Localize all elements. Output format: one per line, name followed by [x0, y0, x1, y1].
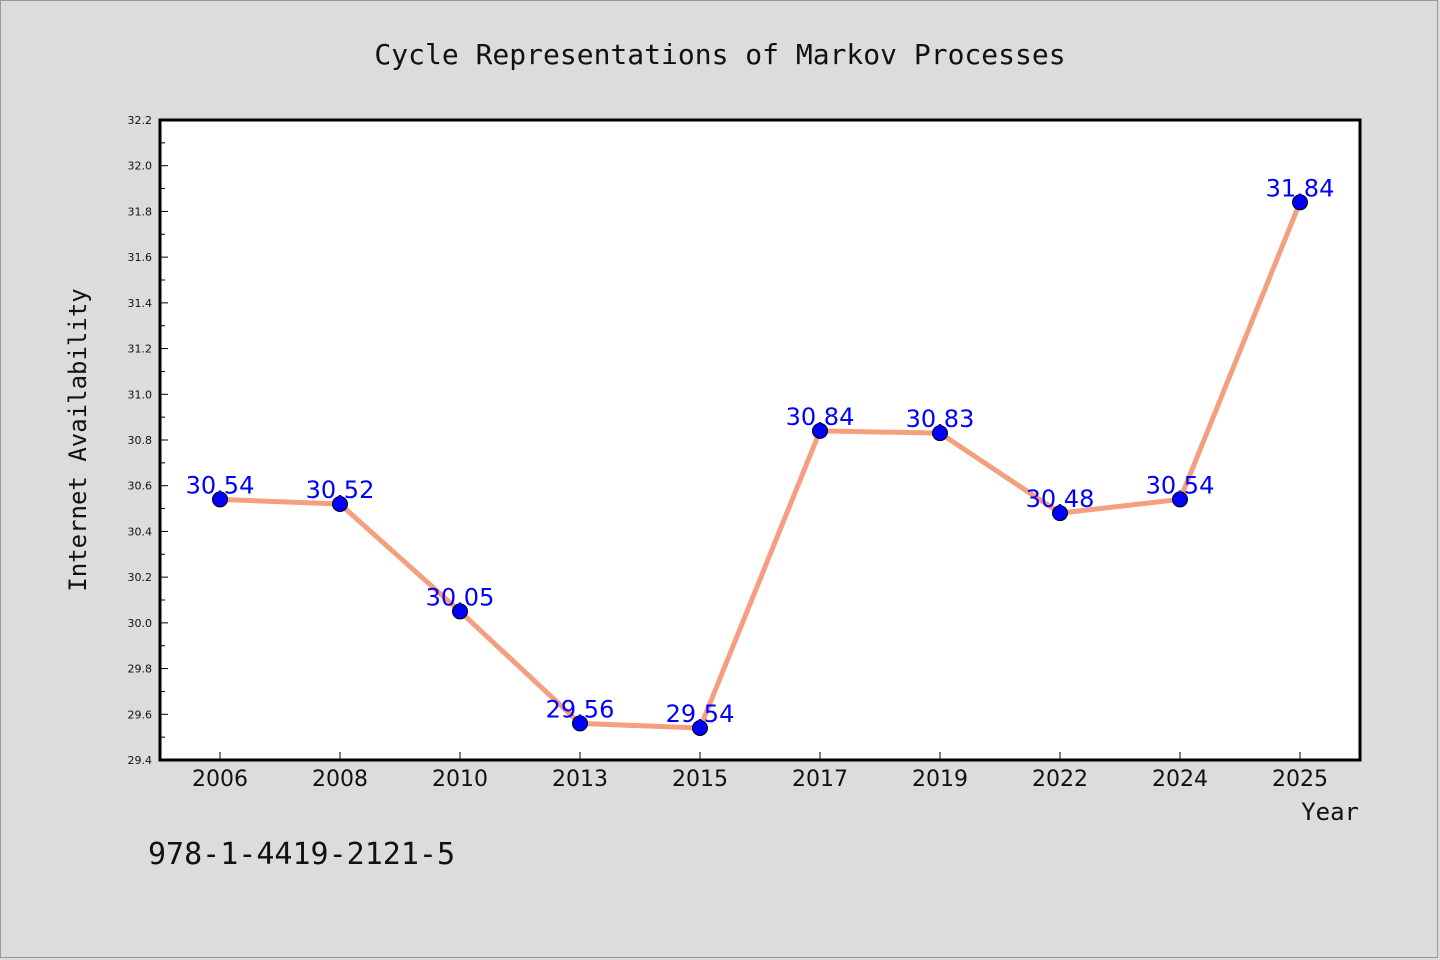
y-tick-label: 31.4	[128, 297, 153, 310]
data-point	[1292, 194, 1308, 211]
x-tick-label: 2010	[432, 767, 488, 792]
y-tick-label: 30.4	[128, 525, 153, 538]
data-point	[452, 603, 468, 620]
y-tick-label: 32.0	[128, 160, 153, 173]
y-tick-label: 31.8	[128, 205, 153, 218]
data-point	[212, 491, 228, 508]
data-point	[812, 422, 828, 439]
y-tick-label: 30.2	[128, 571, 153, 584]
data-label: 30.48	[1026, 485, 1095, 513]
data-label: 30.05	[426, 583, 495, 611]
y-axis-title: Internet Availability	[64, 288, 92, 591]
x-tick-label: 2015	[672, 767, 728, 792]
y-tick-label: 32.2	[128, 114, 153, 127]
y-tick-label: 31.6	[128, 251, 153, 264]
chart-title: Cycle Representations of Markov Processe…	[374, 38, 1065, 71]
x-tick-label: 2013	[552, 767, 608, 792]
y-tick-label: 29.8	[128, 663, 153, 676]
data-label: 30.52	[306, 476, 375, 504]
data-label: 31.84	[1266, 174, 1335, 202]
data-point	[692, 720, 708, 736]
series-line	[219, 201, 1303, 731]
x-tick-label: 2017	[792, 767, 848, 792]
data-label: 30.84	[786, 403, 855, 431]
y-tick-label: 29.4	[128, 754, 153, 767]
x-tick-label: 2024	[1152, 767, 1208, 792]
plot-area	[158, 118, 1362, 762]
data-label: 30.83	[906, 405, 975, 433]
x-tick-label: 2006	[192, 767, 248, 792]
x-tick-label: 2022	[1032, 767, 1088, 792]
isbn-annotation: 978-1-4419-2121-5	[148, 837, 455, 872]
x-tick-label: 2019	[912, 767, 968, 792]
data-label: 29.54	[666, 700, 735, 728]
data-point	[1052, 505, 1068, 522]
y-tick-label: 31.0	[128, 388, 153, 401]
data-point	[332, 496, 348, 512]
x-tick-label: 2008	[312, 767, 368, 792]
y-tick-label: 30.6	[128, 480, 153, 493]
data-point	[1172, 491, 1188, 508]
data-label: 30.54	[1146, 471, 1215, 499]
data-label: 29.56	[546, 695, 615, 723]
y-tick-label: 29.6	[128, 708, 153, 721]
x-axis-title: Year	[1301, 798, 1359, 826]
x-tick-label: 2025	[1272, 767, 1328, 792]
data-point	[932, 425, 948, 442]
y-tick-label: 30.0	[128, 617, 153, 630]
data-label: 30.54	[186, 471, 255, 499]
y-tick-label: 31.2	[128, 343, 153, 356]
y-tick-label: 30.8	[128, 434, 153, 447]
data-point	[572, 715, 588, 732]
